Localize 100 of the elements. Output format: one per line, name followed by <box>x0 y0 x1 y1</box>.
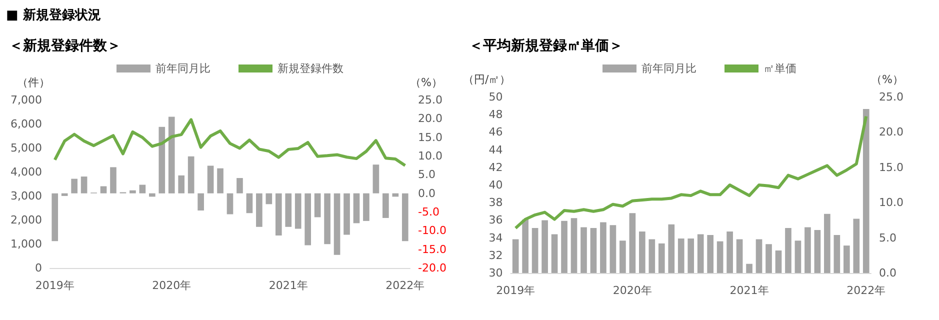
bar <box>52 193 58 242</box>
bar <box>344 193 350 235</box>
bar <box>590 228 597 273</box>
bar <box>658 243 665 273</box>
bar <box>775 250 782 273</box>
bar <box>392 193 399 197</box>
bar <box>532 228 538 273</box>
bar <box>707 234 714 273</box>
bar <box>766 244 772 273</box>
bar <box>688 238 694 273</box>
bar <box>158 126 166 194</box>
y-tick-label: 44 <box>488 143 503 156</box>
bar <box>266 193 272 204</box>
y-tick-label: 30 <box>488 266 503 280</box>
bar <box>600 222 606 273</box>
line-series <box>514 114 868 230</box>
bar <box>61 193 68 196</box>
bar <box>110 167 116 194</box>
bar <box>824 214 830 273</box>
bar <box>648 239 656 273</box>
y-tick-label: 32 <box>488 248 503 262</box>
x-tick-label: 2019年 <box>35 279 74 292</box>
bar <box>275 193 282 236</box>
bar <box>678 238 684 273</box>
bar <box>304 193 311 246</box>
bar <box>756 239 762 273</box>
bar <box>620 240 626 273</box>
y-tick-label: 1,000 <box>10 238 42 250</box>
y-tick-label: 2,000 <box>10 214 42 226</box>
bar <box>785 228 792 273</box>
bar <box>334 193 340 255</box>
y2-tick-label: 0.0 <box>418 186 436 200</box>
y2-tick-label: 10.0 <box>879 196 904 210</box>
bar <box>236 178 243 194</box>
x-tick-label: 2020年 <box>612 284 652 297</box>
bar <box>402 193 408 242</box>
bar <box>697 234 704 273</box>
bar <box>71 178 78 194</box>
y-tick-label: 4,000 <box>10 166 42 178</box>
x-tick-label: 2019年 <box>496 284 536 297</box>
bar <box>372 164 380 194</box>
y2-tick-label: -15.0 <box>418 242 446 256</box>
y2-tick-label: 15.0 <box>879 160 904 174</box>
bar <box>80 176 88 194</box>
y-tick-label: 36 <box>488 214 503 227</box>
y2-tick-label: 15.0 <box>418 130 442 144</box>
y2-tick-label: 25.0 <box>418 94 442 106</box>
y2-tick-label: -20.0 <box>418 262 446 274</box>
legend-label: ㎡単価 <box>764 62 796 75</box>
y2-tick-label: 5.0 <box>418 168 436 182</box>
x-tick-label: 2020年 <box>152 279 192 292</box>
bar <box>168 116 175 194</box>
y-tick-label: 3,000 <box>10 190 42 202</box>
y-tick-label: 40 <box>488 178 503 192</box>
y-tick-label: 34 <box>488 231 503 244</box>
bar <box>804 227 811 273</box>
bar <box>314 193 321 218</box>
bar <box>639 231 646 273</box>
y-axis-title: （件） <box>17 76 50 89</box>
bar <box>512 239 519 273</box>
y-axis-title: （円/㎡） <box>462 73 511 86</box>
bar <box>139 184 146 194</box>
bar <box>217 168 224 194</box>
bar <box>542 220 548 273</box>
legend-label: 前年同月比 <box>156 62 210 75</box>
bar <box>294 193 302 229</box>
bar <box>668 224 675 273</box>
bar <box>551 234 558 273</box>
y2-tick-label: 20.0 <box>879 126 904 139</box>
bar <box>198 193 204 211</box>
bar <box>746 264 752 273</box>
y-tick-label: 7,000 <box>10 94 42 106</box>
y2-tick-label: 25.0 <box>879 90 904 104</box>
bar <box>726 231 733 273</box>
y-tick-label: 0 <box>35 262 42 274</box>
chart-title: ＜新規登録件数＞ <box>9 37 121 54</box>
bar <box>207 166 214 194</box>
y-tick-label: 5,000 <box>10 142 42 154</box>
bar <box>629 213 636 273</box>
bar <box>149 193 156 197</box>
bar <box>570 218 578 273</box>
legend-label: 新規登録件数 <box>278 62 344 75</box>
bar <box>522 219 528 273</box>
bar <box>363 193 370 221</box>
bar <box>561 220 568 273</box>
y2-tick-label: 10.0 <box>418 150 442 162</box>
text: ■ 新規登録状況 <box>6 6 101 24</box>
bar <box>188 156 194 194</box>
bar <box>862 108 870 273</box>
bar <box>353 193 360 224</box>
y2-tick-label: -10.0 <box>418 224 446 238</box>
y-tick-label: 6,000 <box>10 118 42 130</box>
bar <box>843 246 850 273</box>
y-tick-label: 42 <box>488 160 503 174</box>
bar <box>256 193 262 227</box>
bar <box>324 193 330 244</box>
bar <box>246 193 253 214</box>
line-series <box>53 118 407 168</box>
chart-title: ＜平均新規登録㎡単価＞ <box>469 37 623 54</box>
y2-tick-label: 5.0 <box>879 231 896 244</box>
